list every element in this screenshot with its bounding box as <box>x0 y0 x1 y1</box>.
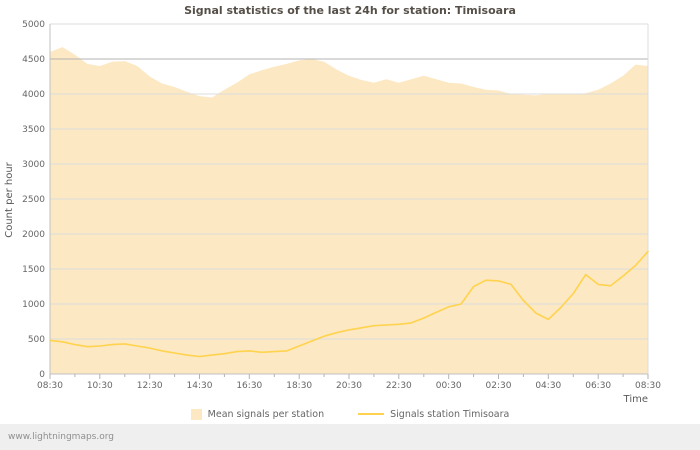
legend-label-station: Signals station Timisoara <box>390 408 510 420</box>
x-tick-label: 06:30 <box>585 381 611 391</box>
legend-label-mean: Mean signals per station <box>207 408 325 420</box>
legend-item-station: Signals station Timisoara <box>358 409 509 420</box>
footer-bar: www.lightningmaps.org <box>0 424 700 450</box>
y-tick-label: 500 <box>28 335 45 345</box>
y-tick-label: 4500 <box>22 55 45 65</box>
y-tick-label: 1500 <box>22 265 45 275</box>
x-tick-label: 00:30 <box>436 381 462 391</box>
x-tick-label: 02:30 <box>486 381 512 391</box>
x-axis-title: Time <box>623 394 648 404</box>
mean-series-swatch-icon <box>190 408 202 420</box>
watermark-link[interactable]: www.lightningmaps.org <box>8 432 114 442</box>
plot-area: 0 500 1000 1500 2000 2500 3000 3500 4000 4500 5000… <box>22 20 661 391</box>
x-tick-label: 08:30 <box>37 381 63 391</box>
signal-statistics-chart: Signal statistics of the last 24h for st… <box>4 4 661 404</box>
x-tick-label: 18:30 <box>286 381 312 391</box>
y-tick-label: 5000 <box>22 20 45 30</box>
x-tick-label: 20:30 <box>336 381 362 391</box>
x-tick-label: 12:30 <box>137 381 163 391</box>
station-line-series <box>49 250 649 358</box>
x-tick-label: 16:30 <box>236 381 262 391</box>
x-tick-label: 14:30 <box>187 381 213 391</box>
x-tick-label: 22:30 <box>386 381 412 391</box>
y-tick-label: 2500 <box>22 195 45 205</box>
area-series <box>50 47 648 374</box>
x-tick-label: 04:30 <box>535 381 561 391</box>
chart-title: Signal statistics of the last 24h for st… <box>184 4 516 17</box>
chart-legend: Mean signals per station Signals station… <box>0 404 700 424</box>
y-tick-label: 2000 <box>22 230 45 240</box>
y-tick-label: 0 <box>39 370 45 380</box>
y-tick-label: 1000 <box>22 300 45 310</box>
y-axis-title: Count per hour <box>4 161 15 237</box>
y-tick-label: 3000 <box>22 160 45 170</box>
x-tick-label: 08:30 <box>635 381 661 391</box>
x-tick-label: 10:30 <box>87 381 113 391</box>
y-tick-label: 3500 <box>22 125 45 135</box>
station-series-swatch-icon <box>358 413 385 415</box>
y-tick-label: 4000 <box>22 90 45 100</box>
legend-item-mean: Mean signals per station <box>190 408 325 420</box>
